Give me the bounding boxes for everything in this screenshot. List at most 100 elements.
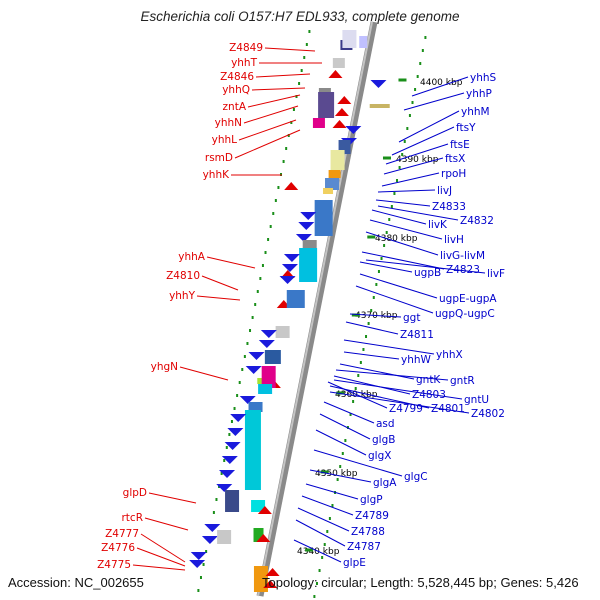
gene-label-gntR[interactable]: gntR	[450, 375, 475, 387]
gene-label-ftsX[interactable]: ftsX	[445, 153, 465, 165]
reverse-gene-arrow	[345, 126, 362, 134]
gene-label-glgB[interactable]: glgB	[372, 434, 395, 446]
gene-label-livF[interactable]: livF	[487, 268, 505, 280]
gene-label-asd[interactable]: asd	[376, 418, 395, 430]
gene-label-livJ[interactable]: livJ	[437, 185, 452, 197]
gene-label-ftsE[interactable]: ftsE	[450, 139, 470, 151]
reverse-strand-features	[189, 30, 390, 568]
gene-label-livK[interactable]: livK	[428, 219, 448, 231]
reverse-leader-9	[371, 209, 427, 225]
gene-label-ggt[interactable]: ggt	[403, 312, 420, 324]
gene-label-ugpB[interactable]: ugpB	[414, 267, 441, 279]
gene-label-Z4802[interactable]: Z4802	[471, 408, 505, 420]
reverse-gene-arrow	[221, 456, 238, 464]
gene-label-gntU[interactable]: gntU	[464, 394, 489, 406]
gene-label-livG-livM[interactable]: livG-livM	[440, 250, 485, 262]
gene-label-yhhA[interactable]: yhhA	[178, 251, 206, 263]
gene-label-yhhK[interactable]: yhhK	[203, 169, 231, 181]
gene-label-yhhT[interactable]: yhhT	[231, 57, 258, 69]
tick-left	[308, 30, 311, 33]
gene-label-ugpE-ugpA[interactable]: ugpE-ugpA	[439, 293, 497, 305]
tick-left	[290, 121, 293, 124]
forward-gene-arrow	[332, 120, 347, 128]
gene-label-yhhW[interactable]: yhhW	[401, 354, 432, 366]
gene-label-glgX[interactable]: glgX	[368, 450, 391, 462]
gene-label-Z4833[interactable]: Z4833	[432, 201, 466, 213]
reverse-leader-33	[309, 469, 372, 483]
reverse-leader-38	[293, 539, 342, 563]
gene-label-yhgN[interactable]: yhgN	[151, 361, 178, 373]
gene-label-yhhP[interactable]: yhhP	[466, 88, 492, 100]
tick-left	[233, 407, 236, 410]
gene-label-rtcR[interactable]: rtcR	[121, 512, 143, 524]
gene-label-Z4777[interactable]: Z4777	[105, 528, 139, 540]
gene-label-glgA[interactable]: glgA	[373, 477, 397, 489]
tick-left	[251, 316, 254, 319]
gene-label-glgC[interactable]: glgC	[404, 471, 428, 483]
reverse-leader-13	[361, 251, 445, 270]
gene-label-glgP[interactable]: glgP	[360, 494, 383, 506]
reverse-leader-15	[359, 261, 413, 273]
gene-label-Z4803[interactable]: Z4803	[412, 389, 446, 401]
gene-label-Z4787[interactable]: Z4787	[347, 541, 381, 553]
reverse-gene-labels: yhhS yhhP yhhM ftsY ftsE ftsX rpoH livJ …	[343, 72, 505, 569]
tick-right	[377, 270, 380, 273]
tick-left	[272, 212, 275, 215]
gene-label-yhhN[interactable]: yhhN	[215, 117, 242, 129]
tick-right	[370, 309, 373, 312]
tick-left	[220, 472, 223, 475]
tick-right	[328, 517, 331, 520]
reverse-gene-block	[342, 30, 357, 48]
gene-label-yhhX[interactable]: yhhX	[436, 349, 463, 361]
gene-label-glpD[interactable]: glpD	[123, 487, 147, 499]
tick-right	[398, 166, 401, 169]
reverse-gene-block	[217, 530, 232, 544]
tick-right	[416, 75, 419, 78]
reverse-gene-arrow	[260, 330, 277, 338]
reverse-leader-2	[398, 110, 460, 143]
gene-label-yhhY[interactable]: yhhY	[169, 290, 196, 302]
reverse-gene-arrow	[370, 80, 387, 88]
forward-gene-arrow	[328, 70, 343, 78]
gene-label-yhhQ[interactable]: yhhQ	[222, 84, 250, 96]
gene-label-livH[interactable]: livH	[444, 234, 464, 246]
gene-label-glpE[interactable]: glpE	[343, 557, 366, 569]
forward-gene-arrow	[334, 108, 349, 116]
tick-right	[352, 400, 355, 403]
tick-left	[223, 459, 226, 462]
gene-label-gntK[interactable]: gntK	[416, 374, 441, 386]
reverse-gene-arrow	[245, 366, 262, 374]
gene-label-Z4799[interactable]: Z4799	[389, 403, 423, 415]
gene-label-rpoH[interactable]: rpoH	[441, 168, 466, 180]
gene-label-rsmD[interactable]: rsmD	[205, 152, 233, 164]
gene-label-Z4810[interactable]: Z4810	[166, 270, 200, 282]
gene-label-Z4823[interactable]: Z4823	[446, 264, 480, 276]
gene-label-Z4776[interactable]: Z4776	[101, 542, 135, 554]
gene-label-Z4789[interactable]: Z4789	[355, 510, 389, 522]
reverse-gene-block	[369, 104, 390, 108]
gene-label-Z4801[interactable]: Z4801	[431, 403, 465, 415]
tick-right	[419, 62, 422, 65]
gene-label-Z4788[interactable]: Z4788	[351, 526, 385, 538]
reverse-gene-arrow	[239, 396, 256, 404]
gene-label-Z4846[interactable]: Z4846	[220, 71, 254, 83]
reverse-gene-block	[314, 200, 333, 236]
forward-leader-13	[148, 492, 197, 504]
tick-right	[401, 153, 404, 156]
gene-label-ftsY[interactable]: ftsY	[456, 122, 476, 134]
tick-right	[380, 257, 383, 260]
gene-label-yhhM[interactable]: yhhM	[461, 106, 490, 118]
gene-label-Z4832[interactable]: Z4832	[460, 215, 494, 227]
gene-label-zntA[interactable]: zntA	[223, 101, 247, 113]
reverse-gene-arrow	[283, 254, 300, 262]
gene-label-yhhS[interactable]: yhhS	[470, 72, 497, 84]
gene-label-Z4811[interactable]: Z4811	[400, 329, 434, 341]
gene-label-ugpQ-ugpC[interactable]: ugpQ-ugpC	[435, 308, 495, 320]
gene-label-yhhL[interactable]: yhhL	[212, 134, 238, 146]
tick-left	[243, 355, 246, 358]
tick-right	[411, 101, 414, 104]
reverse-leader-21	[343, 351, 400, 360]
tick-left	[254, 303, 257, 306]
gene-label-Z4849[interactable]: Z4849	[229, 42, 263, 54]
gene-label-Z4775[interactable]: Z4775	[97, 559, 131, 571]
